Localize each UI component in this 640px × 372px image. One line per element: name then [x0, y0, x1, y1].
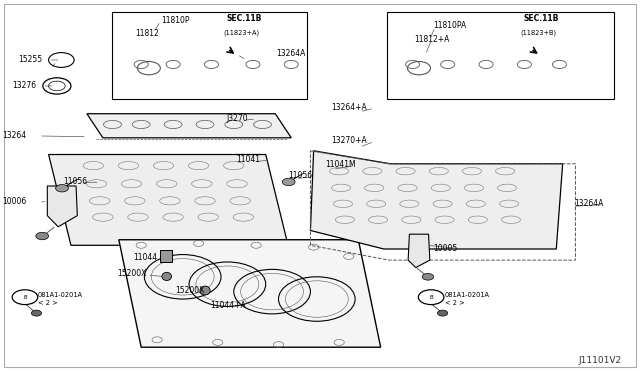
Text: 10005: 10005 [434, 244, 458, 253]
Text: 081A1-0201A: 081A1-0201A [38, 292, 83, 298]
Text: 11041: 11041 [236, 155, 260, 164]
Text: 13264: 13264 [3, 131, 27, 141]
Polygon shape [49, 154, 288, 245]
Polygon shape [408, 234, 430, 267]
Text: 11041M: 11041M [325, 160, 356, 169]
Bar [387, 12, 614, 99]
Polygon shape [87, 114, 291, 138]
Ellipse shape [200, 286, 210, 295]
Text: 15200X: 15200X [118, 269, 147, 278]
Text: 11810P: 11810P [162, 16, 190, 25]
Text: < 2 >: < 2 > [38, 301, 58, 307]
Text: B: B [429, 295, 433, 300]
Circle shape [31, 310, 42, 316]
Text: 11056: 11056 [288, 171, 312, 180]
Text: 13264A: 13264A [574, 199, 604, 208]
Text: 11044+A: 11044+A [210, 301, 246, 310]
Polygon shape [310, 151, 563, 249]
Text: 13264+A: 13264+A [331, 103, 367, 112]
Ellipse shape [162, 272, 172, 280]
Text: (11823+B): (11823+B) [520, 30, 556, 36]
Text: J3270: J3270 [226, 115, 248, 124]
Text: 11812+A: 11812+A [415, 35, 450, 44]
Text: 11810PA: 11810PA [434, 22, 467, 31]
Text: 13276: 13276 [12, 81, 36, 90]
Text: 11812: 11812 [135, 29, 159, 38]
Text: < 2 >: < 2 > [445, 301, 464, 307]
Circle shape [438, 310, 448, 316]
Text: 15200X: 15200X [175, 286, 204, 295]
Circle shape [36, 232, 49, 240]
Polygon shape [119, 240, 381, 347]
Circle shape [56, 185, 68, 192]
Bar [113, 12, 307, 99]
Polygon shape [47, 186, 77, 227]
Circle shape [282, 178, 295, 186]
Text: 11056: 11056 [63, 177, 88, 186]
Text: 13264A: 13264A [276, 49, 306, 58]
Text: 10006: 10006 [3, 198, 27, 206]
Text: SEC.11B: SEC.11B [226, 14, 262, 23]
Circle shape [422, 273, 434, 280]
Bar [161, 250, 172, 262]
Text: 13270+A: 13270+A [331, 136, 367, 145]
Text: 11044: 11044 [134, 253, 157, 262]
Text: B: B [23, 295, 27, 300]
Text: SEC.11B: SEC.11B [523, 14, 559, 23]
Text: 15255: 15255 [19, 55, 43, 64]
Text: J11101V2: J11101V2 [579, 356, 621, 365]
Text: (11823+A): (11823+A) [223, 30, 259, 36]
Text: 081A1-0201A: 081A1-0201A [445, 292, 490, 298]
